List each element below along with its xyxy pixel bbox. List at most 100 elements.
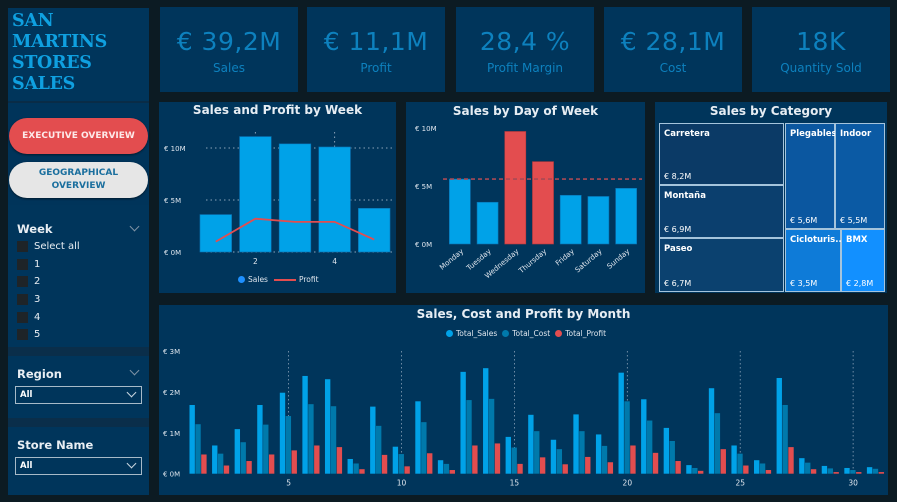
- week-chart-plot: € 0M € 5M € 10M 2 4: [164, 132, 394, 266]
- category-name: Carretera: [664, 129, 710, 139]
- geographical-overview-button[interactable]: GEOGRAPHICAL OVERVIEW: [9, 162, 148, 198]
- bar-total-profit-20: [630, 445, 636, 474]
- x-tick-label: 25: [735, 479, 745, 488]
- region-dropdown[interactable]: All: [15, 386, 142, 404]
- bar-total-cost-23: [692, 467, 698, 474]
- treemap-cell-bmx[interactable]: BMX € 2,8M: [841, 229, 885, 292]
- bar-total-profit-14: [494, 443, 501, 474]
- kpi-card-quantity-sold: 18K Quantity Sold: [752, 7, 890, 92]
- category-value: € 8,2M: [664, 172, 692, 181]
- executive-overview-button[interactable]: EXECUTIVE OVERVIEW: [9, 118, 148, 154]
- legend-profit-marker: [273, 278, 296, 281]
- store-name-dropdown[interactable]: All: [15, 457, 142, 475]
- week-slicer-label: Week: [17, 222, 53, 236]
- bar-total-cost-30: [850, 470, 856, 474]
- bar-total-sales-3: [234, 429, 241, 474]
- bar-total-profit-5: [291, 450, 297, 474]
- bar-total-sales-2: [212, 445, 218, 474]
- category-value: € 6,9M: [664, 225, 692, 234]
- y-tick-label: € 0M: [164, 249, 181, 257]
- chart-title: Sales by Category: [709, 104, 833, 118]
- bar-total-sales-1: [189, 404, 195, 474]
- legend-sales-marker: [238, 276, 245, 283]
- x-tick-label: 15: [510, 479, 520, 488]
- kpi-value: € 28,1M: [620, 27, 726, 56]
- checkbox[interactable]: [17, 329, 28, 340]
- bar-total-cost-21: [646, 420, 653, 474]
- bar-total-cost-1: [195, 424, 201, 474]
- bar-total-sales-13: [460, 371, 466, 474]
- bar-total-profit-17: [562, 464, 568, 474]
- title-line: MARTINS: [12, 32, 107, 52]
- checkbox[interactable]: [17, 294, 28, 305]
- week-option-3[interactable]: 3: [17, 291, 40, 308]
- y-tick-label: € 5M: [164, 197, 181, 205]
- divider: [8, 418, 149, 427]
- bar-total-sales-14: [483, 368, 489, 474]
- week-option-4[interactable]: 4: [17, 309, 40, 326]
- kpi-card-profit: € 11,1M Profit: [307, 7, 445, 92]
- legend-label: Sales: [248, 275, 268, 284]
- week-option-2[interactable]: 2: [17, 273, 40, 290]
- treemap-cell-montaa[interactable]: Montaña € 6,9M: [659, 185, 784, 238]
- week-option-5[interactable]: 5: [17, 326, 40, 343]
- option-label: 5: [34, 329, 41, 340]
- treemap-cell-cicloturis[interactable]: Cicloturis... € 3,5M: [785, 229, 845, 292]
- month-chart-plot: € 0M € 1M € 2M € 3M 5 10 15 20 25 30: [163, 348, 885, 488]
- label-line: GEOGRAPHICAL: [38, 168, 119, 178]
- bar-total-cost-7: [330, 406, 337, 474]
- bar-total-profit-30: [856, 472, 862, 474]
- legend: Sales Profit: [238, 275, 319, 284]
- y-tick-label: € 0M: [415, 241, 432, 249]
- kpi-value: € 39,2M: [176, 27, 282, 56]
- bar-total-cost-24: [714, 413, 721, 474]
- bar-total-profit-29: [833, 472, 839, 474]
- treemap-cell-indoor[interactable]: Indoor € 5,5M: [835, 123, 885, 229]
- treemap-cell-paseo[interactable]: Paseo € 6,7M: [659, 238, 784, 292]
- bar-total-sales-20: [618, 372, 624, 474]
- bar-sales-week-5: [358, 208, 391, 253]
- bar-total-profit-15: [517, 463, 523, 474]
- bar-total-cost-11: [421, 422, 427, 474]
- bar-monday: [449, 178, 471, 245]
- bar-total-profit-10: [404, 466, 410, 474]
- bar-total-cost-31: [872, 468, 879, 474]
- treemap-cell-plegables[interactable]: Plegables € 5,6M: [785, 123, 837, 229]
- bar-total-sales-28: [799, 458, 805, 474]
- option-label: 2: [34, 276, 41, 287]
- bar-tuesday: [476, 201, 499, 245]
- y-tick-label: € 2M: [163, 389, 180, 397]
- bar-total-sales-24: [708, 388, 715, 474]
- title-line: STORES: [12, 53, 92, 73]
- kpi-label: Cost: [659, 61, 687, 75]
- bar-total-cost-3: [240, 442, 246, 474]
- checkbox[interactable]: [17, 312, 28, 323]
- treemap-cell-carretera[interactable]: Carretera € 8,2M: [659, 123, 784, 185]
- week-option-select-all[interactable]: Select all: [17, 238, 80, 255]
- bar-total-profit-7: [336, 447, 343, 474]
- legend-label: Total_Cost: [512, 329, 551, 338]
- bar-total-sales-22: [663, 427, 670, 474]
- option-label: 1: [34, 259, 41, 270]
- x-tick-label: Saturday: [573, 246, 604, 274]
- kpi-label: Quantity Sold: [780, 61, 862, 75]
- bar-total-sales-27: [776, 377, 782, 474]
- checkbox[interactable]: [17, 276, 28, 287]
- checkbox[interactable]: [17, 259, 28, 270]
- bar-total-cost-5: [285, 416, 292, 474]
- bar-total-profit-31: [878, 472, 885, 474]
- bar-sales-week-2: [239, 136, 272, 253]
- bar-total-sales-15: [505, 436, 511, 474]
- bar-total-cost-25: [737, 453, 743, 474]
- checkbox[interactable]: [17, 241, 28, 252]
- y-tick-label: € 10M: [415, 125, 437, 133]
- bar-total-profit-9: [381, 454, 388, 474]
- bar-total-profit-27: [788, 447, 794, 474]
- bar-total-sales-5: [279, 392, 286, 474]
- week-option-1[interactable]: 1: [17, 256, 40, 273]
- category-name: Cicloturis...: [790, 235, 845, 245]
- option-label: 3: [34, 294, 41, 305]
- bar-total-sales-8: [347, 458, 353, 474]
- bar-thursday: [532, 161, 554, 245]
